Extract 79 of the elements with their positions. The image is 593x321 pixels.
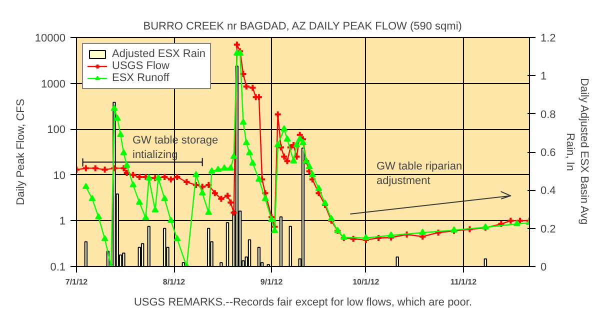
point xyxy=(306,162,313,170)
point xyxy=(130,181,137,188)
y-tick-label: 1000 xyxy=(41,78,66,90)
point xyxy=(192,170,200,178)
point xyxy=(513,220,520,226)
point xyxy=(262,194,269,202)
y2-tick-label: 0.2 xyxy=(540,223,556,236)
point xyxy=(315,184,322,191)
point xyxy=(284,135,291,142)
annotation: GW table riparian adjustment xyxy=(376,160,462,187)
point xyxy=(82,182,90,190)
point xyxy=(114,114,121,121)
point xyxy=(205,208,212,215)
point xyxy=(293,141,300,148)
x-tick-label: 7/1/12 xyxy=(65,278,88,286)
point xyxy=(246,149,254,156)
point xyxy=(388,231,395,238)
point xyxy=(227,164,234,170)
y-axis-title: Daily Peak Flow, CFS xyxy=(14,98,27,206)
point xyxy=(240,118,247,125)
y2-axis-title: Daily Adjusted ESX Basin Avg Rain, In xyxy=(564,78,590,225)
point xyxy=(152,206,159,212)
point xyxy=(322,199,329,206)
point xyxy=(145,174,152,180)
point xyxy=(296,135,304,142)
legend-label: ESX Runoff xyxy=(112,72,170,84)
point xyxy=(419,228,426,235)
x-tick-label: 11/1/12 xyxy=(450,278,478,286)
point xyxy=(161,194,168,202)
point xyxy=(208,167,216,174)
text: USGS REMARKS.--Records fair except for low flows, which are poor. xyxy=(134,296,472,308)
point xyxy=(242,138,250,146)
point xyxy=(88,194,96,202)
point xyxy=(255,175,262,182)
x-tick-label: 8/1/12 xyxy=(162,278,186,286)
point xyxy=(174,234,181,242)
point xyxy=(290,157,298,164)
point xyxy=(362,234,370,240)
point xyxy=(214,166,222,172)
point xyxy=(249,159,256,166)
point xyxy=(142,214,150,220)
point xyxy=(154,174,162,180)
point xyxy=(482,223,489,230)
chart-title: BURRO CREEK nr BAGDAD, AZ DAILY PEAK FLOW (590 sqmi) xyxy=(143,20,462,32)
point xyxy=(300,138,306,146)
y2-tick-label: 1 xyxy=(540,70,547,83)
point xyxy=(120,149,128,156)
y2-tick-label: 0.8 xyxy=(540,108,556,121)
point xyxy=(110,104,118,111)
point xyxy=(308,170,316,178)
point xyxy=(198,189,206,196)
point xyxy=(328,214,335,222)
y2-tick-label: 0.6 xyxy=(540,147,556,159)
point xyxy=(274,141,282,148)
y-tick-label: 100 xyxy=(47,124,66,136)
line-series xyxy=(350,191,512,215)
y2-tick-label: 0.4 xyxy=(540,185,556,198)
point xyxy=(136,198,143,205)
y-tick-label: 10000 xyxy=(34,32,66,44)
y-tick-label: 10 xyxy=(53,170,66,182)
point xyxy=(123,162,130,168)
point xyxy=(268,216,276,222)
point xyxy=(271,226,278,234)
y-tick-label: 1 xyxy=(59,216,66,228)
point xyxy=(117,130,124,138)
legend-label: Adjusted ESX Rain xyxy=(112,48,206,60)
legend-label: USGS Flow xyxy=(112,60,170,72)
point xyxy=(95,213,102,220)
point xyxy=(101,234,108,242)
point xyxy=(450,226,458,232)
point xyxy=(167,216,174,223)
point xyxy=(280,125,288,132)
y-tick-label: 0.1 xyxy=(50,262,66,274)
y2-tick-label: 1.2 xyxy=(540,32,556,44)
y2-tick-label: 0 xyxy=(540,262,547,274)
x-tick-label: 10/1/12 xyxy=(352,278,380,286)
point xyxy=(220,164,228,170)
x-tick-label: 9/1/12 xyxy=(260,278,284,286)
point xyxy=(230,152,238,159)
